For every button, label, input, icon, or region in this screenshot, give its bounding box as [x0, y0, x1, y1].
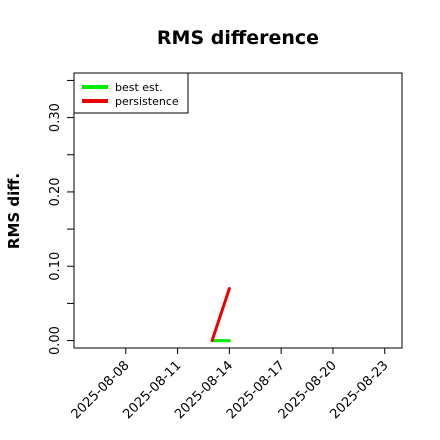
y-tick-label: 0.00	[48, 326, 63, 355]
series-layer	[210, 287, 231, 343]
legend-label: best est.	[115, 81, 163, 94]
legend-box	[73, 72, 189, 114]
y-tick-label: 0.30	[48, 103, 63, 132]
legend-label: persistence	[115, 95, 179, 108]
chart-title: RMS difference	[157, 27, 319, 49]
y-tick-label: 0.10	[48, 252, 63, 281]
y-tick-label: 0.20	[48, 177, 63, 206]
y-axis: 0.00 0.10 0.20 0.30	[48, 79, 74, 355]
x-axis: 2025-08-082025-08-112025-08-142025-08-17…	[69, 348, 392, 422]
y-axis-label: RMS diff.	[5, 173, 23, 249]
series-line-persistence	[210, 287, 231, 343]
legend: best est.persistence	[73, 72, 189, 114]
plot-frame	[73, 72, 403, 349]
